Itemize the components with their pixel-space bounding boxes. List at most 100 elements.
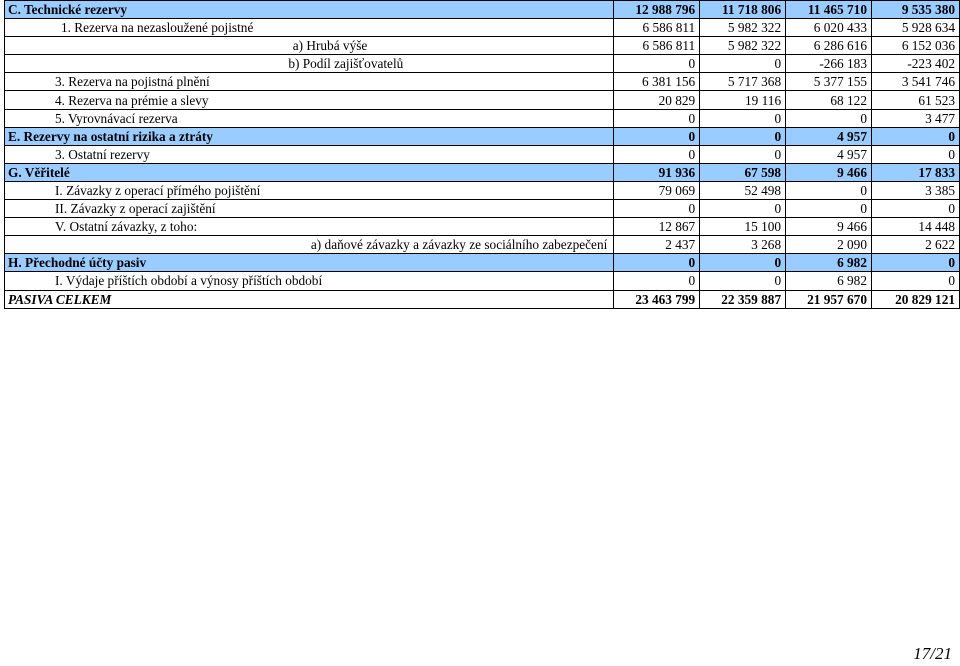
value-cell: 6 982 <box>785 271 872 291</box>
row-label: H. Přechodné účty pasiv <box>3 253 615 273</box>
table-row-total: PASIVA CELKEM 23 463 799 22 359 887 21 9… <box>3 289 960 309</box>
value-cell: 0 <box>870 271 960 291</box>
value-cell: 5 982 322 <box>699 36 787 56</box>
value-cell: 0 <box>613 199 701 219</box>
table-row: H. Přechodné účty pasiv 0 0 6 982 0 <box>3 253 960 273</box>
value-cell: 0 <box>613 144 701 164</box>
value-cell: 0 <box>613 253 701 273</box>
value-cell: 9 466 <box>785 217 872 237</box>
value-cell: 0 <box>785 108 872 128</box>
value-cell: 0 <box>699 54 787 74</box>
value-cell: 6 152 036 <box>870 36 960 56</box>
value-cell: 52 498 <box>699 180 787 201</box>
value-cell: 0 <box>785 180 872 201</box>
value-cell: 2 622 <box>870 235 960 255</box>
row-label: C. Technické rezervy <box>3 0 615 20</box>
value-cell: 0 <box>613 54 701 74</box>
value-cell: 0 <box>785 199 872 219</box>
value-cell: 6 286 616 <box>785 36 872 56</box>
balance-sheet-table: C. Technické rezervy 12 988 796 11 718 8… <box>3 0 960 309</box>
value-cell: 0 <box>613 108 701 128</box>
table-row: b) Podíl zajišťovatelů 0 0 -266 183 -223… <box>3 54 960 74</box>
value-cell: 5 928 634 <box>870 18 960 38</box>
value-cell: 23 463 799 <box>613 289 701 309</box>
table-row: V. Ostatní závazky, z toho: 12 867 15 10… <box>3 217 960 237</box>
page-number: 17/21 <box>913 644 952 663</box>
value-cell: 19 116 <box>699 90 787 110</box>
table-row: a) daňové závazky a závazky ze sociálníh… <box>3 235 960 255</box>
value-cell: 6 982 <box>785 253 872 273</box>
value-cell: 6 586 811 <box>613 18 701 38</box>
value-cell: 3 385 <box>870 180 960 201</box>
value-cell: 12 867 <box>613 217 701 237</box>
value-cell: 0 <box>699 108 787 128</box>
value-cell: -266 183 <box>785 54 872 74</box>
table-row: I. Výdaje příštích období a výnosy příšt… <box>3 271 960 291</box>
value-cell: 0 <box>870 199 960 219</box>
value-cell: 21 957 670 <box>785 289 872 309</box>
value-cell: 2 437 <box>613 235 701 255</box>
value-cell: 9 466 <box>785 162 872 182</box>
value-cell: 3 268 <box>699 235 787 255</box>
table-row: G. Věřitelé 91 936 67 598 9 466 17 833 <box>3 162 960 182</box>
table-row: 3. Ostatní rezervy 0 0 4 957 0 <box>3 144 960 164</box>
row-label: V. Ostatní závazky, z toho: <box>3 217 615 237</box>
value-cell: 5 982 322 <box>699 18 787 38</box>
table-row: 5. Vyrovnávací rezerva 0 0 0 3 477 <box>3 108 960 128</box>
value-cell: 15 100 <box>699 217 787 237</box>
row-label: 3. Ostatní rezervy <box>3 144 615 164</box>
value-cell: 0 <box>870 126 960 146</box>
value-cell: 3 477 <box>870 108 960 128</box>
value-cell: 6 381 156 <box>613 72 701 92</box>
value-cell: 0 <box>870 144 960 164</box>
value-cell: 0 <box>699 126 787 146</box>
value-cell: 17 833 <box>870 162 960 182</box>
value-cell: 11 718 806 <box>699 0 787 20</box>
row-label: E. Rezervy na ostatní rizika a ztráty <box>3 126 615 146</box>
table-row: 1. Rezerva na nezasloužené pojistné 6 58… <box>3 18 960 38</box>
value-cell: 9 535 380 <box>870 0 960 20</box>
value-cell: 6 586 811 <box>613 36 701 56</box>
row-label: a) Hrubá výše <box>3 36 615 56</box>
row-label: PASIVA CELKEM <box>3 289 615 309</box>
value-cell: 79 069 <box>613 180 701 201</box>
value-cell: 0 <box>870 253 960 273</box>
value-cell: 22 359 887 <box>699 289 787 309</box>
row-label: 3. Rezerva na pojistná plnění <box>3 72 615 92</box>
row-label: 1. Rezerva na nezasloužené pojistné <box>3 18 615 38</box>
row-label: a) daňové závazky a závazky ze sociálníh… <box>3 235 615 255</box>
value-cell: 0 <box>613 126 701 146</box>
value-cell: 11 465 710 <box>785 0 872 20</box>
row-label: G. Věřitelé <box>3 162 615 182</box>
value-cell: 0 <box>699 199 787 219</box>
value-cell: 14 448 <box>870 217 960 237</box>
table-row: a) Hrubá výše 6 586 811 5 982 322 6 286 … <box>3 36 960 56</box>
value-cell: 0 <box>699 271 787 291</box>
value-cell: 6 020 433 <box>785 18 872 38</box>
row-label: b) Podíl zajišťovatelů <box>3 54 615 74</box>
value-cell: 12 988 796 <box>613 0 701 20</box>
row-label: 5. Vyrovnávací rezerva <box>3 108 615 128</box>
value-cell: 2 090 <box>785 235 872 255</box>
value-cell: 0 <box>613 271 701 291</box>
value-cell: 5 717 368 <box>699 72 787 92</box>
value-cell: 61 523 <box>870 90 960 110</box>
value-cell: 67 598 <box>699 162 787 182</box>
value-cell: 4 957 <box>785 126 872 146</box>
row-label: I. Výdaje příštích období a výnosy příšt… <box>3 271 615 291</box>
value-cell: 0 <box>699 253 787 273</box>
table-row: II. Závazky z operací zajištění 0 0 0 0 <box>3 199 960 219</box>
table-row: I. Závazky z operací přímého pojištění 7… <box>3 180 960 201</box>
table-row: 4. Rezerva na prémie a slevy 20 829 19 1… <box>3 90 960 110</box>
value-cell: 91 936 <box>613 162 701 182</box>
value-cell: 20 829 121 <box>870 289 960 309</box>
row-label: I. Závazky z operací přímého pojištění <box>3 180 615 201</box>
row-label: II. Závazky z operací zajištění <box>3 199 615 219</box>
value-cell: 0 <box>699 144 787 164</box>
value-cell: 4 957 <box>785 144 872 164</box>
value-cell: 3 541 746 <box>870 72 960 92</box>
table-row: 3. Rezerva na pojistná plnění 6 381 156 … <box>3 72 960 92</box>
value-cell: -223 402 <box>870 54 960 74</box>
table-row: C. Technické rezervy 12 988 796 11 718 8… <box>3 0 960 20</box>
row-label: 4. Rezerva na prémie a slevy <box>3 90 615 110</box>
